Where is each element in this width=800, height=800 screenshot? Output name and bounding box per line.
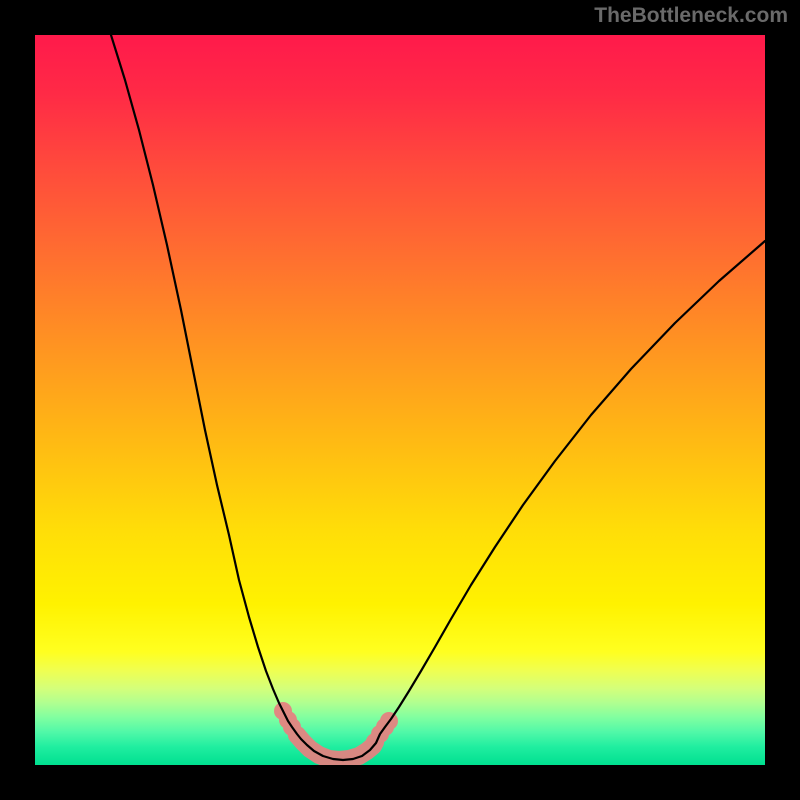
plot-area (35, 35, 765, 765)
bottleneck-curve (111, 35, 765, 760)
marker-trail (274, 702, 398, 760)
watermark-text: TheBottleneck.com (594, 4, 788, 28)
chart-svg (35, 35, 765, 765)
